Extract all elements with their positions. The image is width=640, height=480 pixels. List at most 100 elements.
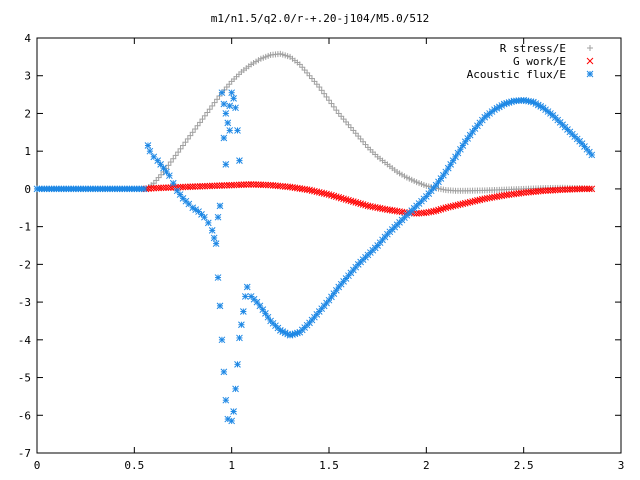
data-point	[226, 102, 234, 110]
data-point	[140, 185, 148, 193]
data-point	[437, 205, 445, 213]
data-point	[177, 145, 184, 152]
legend-marker	[586, 70, 594, 78]
data-point	[318, 87, 325, 94]
y-tick-label: -1	[18, 221, 31, 234]
legend-label: G work/E	[513, 55, 566, 68]
y-tick-label: -3	[18, 296, 31, 309]
data-point	[194, 122, 201, 129]
y-tick-label: -4	[18, 334, 32, 347]
data-point	[432, 207, 440, 215]
data-point	[218, 336, 226, 344]
data-point	[236, 157, 243, 164]
data-point	[586, 185, 593, 193]
data-point	[199, 116, 206, 123]
data-point	[187, 132, 194, 139]
data-point	[228, 89, 236, 97]
data-point	[214, 274, 222, 281]
data-point	[192, 126, 199, 133]
data-point	[245, 181, 253, 188]
data-point	[197, 119, 204, 126]
data-point	[430, 207, 437, 215]
x-tick-label: 0.5	[124, 459, 144, 472]
data-point	[230, 95, 237, 102]
y-tick-label: 3	[24, 70, 31, 83]
data-point	[209, 102, 216, 109]
data-point	[323, 93, 330, 100]
data-marks	[33, 50, 596, 425]
y-tick-label: 0	[24, 183, 31, 196]
data-point	[583, 185, 591, 193]
data-point	[210, 234, 218, 242]
data-point	[345, 196, 352, 204]
data-point	[169, 179, 177, 187]
data-point	[326, 97, 332, 104]
data-point	[212, 240, 220, 247]
data-point	[253, 298, 261, 306]
data-point	[216, 93, 223, 100]
x-tick-label: 3	[618, 459, 625, 472]
legend-label: R stress/E	[500, 42, 566, 55]
data-point	[330, 192, 338, 200]
chart-title: m1/n1.5/q2.0/r-+.20-j104/M5.0/512	[211, 12, 430, 25]
data-point	[232, 385, 239, 393]
data-point	[354, 199, 362, 207]
x-tick-label: 2	[423, 459, 430, 472]
data-point	[167, 159, 174, 166]
data-point	[333, 107, 340, 114]
data-point	[236, 334, 243, 342]
data-point	[220, 368, 228, 376]
y-tick-label: -7	[18, 447, 31, 460]
series-2	[33, 89, 596, 425]
legend-marker	[586, 57, 594, 65]
data-point	[234, 127, 241, 134]
data-point	[180, 142, 186, 149]
y-tick-label: 1	[24, 145, 31, 158]
series-1	[142, 181, 596, 217]
data-point	[220, 134, 228, 142]
data-point	[211, 99, 218, 106]
data-point	[201, 112, 208, 119]
data-point	[166, 172, 173, 180]
data-point	[157, 161, 164, 168]
data-point	[144, 142, 152, 149]
data-point	[222, 396, 230, 404]
y-tick-label: -5	[18, 372, 31, 385]
data-point	[243, 283, 251, 291]
data-point	[163, 168, 170, 176]
data-point	[316, 84, 323, 91]
data-point	[182, 139, 189, 146]
data-point	[259, 306, 267, 313]
x-tick-label: 1.5	[319, 459, 339, 472]
data-point	[435, 178, 442, 186]
data-point	[189, 129, 196, 136]
data-point	[362, 201, 369, 209]
data-point	[222, 161, 230, 168]
data-point	[216, 302, 224, 310]
data-point	[588, 185, 596, 193]
data-point	[325, 191, 333, 198]
data-point	[262, 310, 269, 317]
data-point	[238, 321, 245, 329]
data-point	[349, 198, 357, 205]
data-point	[256, 302, 264, 310]
data-point	[330, 103, 337, 110]
data-point	[214, 213, 222, 221]
data-point	[337, 194, 345, 202]
data-point	[328, 100, 335, 107]
data-point	[340, 195, 347, 203]
data-point	[154, 157, 162, 164]
data-point	[234, 360, 241, 368]
data-point	[357, 200, 364, 208]
x-tick-label: 0	[34, 459, 41, 472]
data-point	[359, 201, 367, 208]
data-point	[220, 100, 228, 108]
data-point	[170, 155, 177, 162]
data-point	[208, 227, 216, 234]
data-point	[241, 293, 249, 300]
data-point	[347, 197, 355, 205]
data-point	[204, 219, 212, 227]
data-point	[206, 106, 213, 113]
data-point	[581, 185, 588, 193]
x-tick-label: 1	[228, 459, 235, 472]
